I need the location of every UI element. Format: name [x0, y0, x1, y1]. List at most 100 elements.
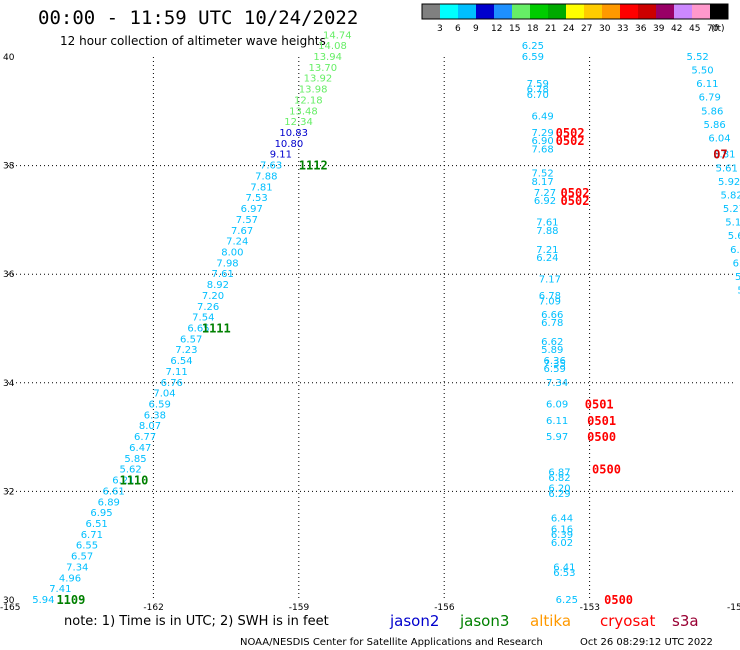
wave-height-label: 6.21	[112, 476, 134, 487]
wave-height-label: 6.82	[548, 473, 570, 484]
wave-height-label: 6.25	[522, 41, 544, 52]
wave-height-label: 6.61	[103, 486, 125, 497]
time-label: 1111	[202, 322, 231, 336]
colorbar-label: 39	[653, 24, 665, 34]
wave-height-label: 7.23	[175, 345, 197, 356]
wave-height-label: 6.90	[531, 136, 553, 147]
wave-height-label: 6.51	[86, 519, 108, 530]
wave-height-label: 7.04	[153, 389, 175, 400]
wave-height-label: 10.80	[275, 139, 304, 150]
wave-height-label: 7.67	[231, 226, 253, 237]
colorbar-swatch	[512, 4, 530, 19]
wave-height-label: 7.68	[531, 144, 553, 155]
wave-height-label: 7.52	[531, 169, 553, 180]
wave-height-label: 6.29	[548, 489, 570, 500]
colorbar-swatch	[710, 4, 728, 19]
time-labels: 1109111011111112050205020502050205010501…	[56, 126, 727, 607]
axes: 30 32 34 36 38 40 -165 -162 -159 -156 -153 -150	[0, 53, 740, 613]
footer-timestamp: Oct 26 08:29:12 UTC 2022	[580, 637, 713, 648]
time-label: 0500	[587, 430, 616, 444]
wave-height-label: 14.74	[323, 30, 352, 41]
satellite-legend-altika: altika	[530, 612, 571, 630]
wave-height-label: 7.35	[544, 359, 566, 370]
wave-height-label: 6.70	[527, 90, 549, 101]
footer-credit: NOAA/NESDIS Center for Satellite Applica…	[240, 637, 543, 648]
colorbar: 3 6 9 12 15 18 21 24 27 30 33 36 39 42 45 70(ft)	[421, 3, 729, 34]
colorbar-label: 42	[671, 24, 682, 34]
wave-height-label: 6.16	[551, 524, 573, 535]
wave-height-label: 6.36	[544, 356, 566, 367]
wave-height-label: 6.38	[144, 410, 166, 421]
wave-height-label: 5.86	[703, 120, 725, 131]
wave-height-label: 7.98	[216, 258, 238, 269]
y-tick-label: 36	[3, 270, 15, 280]
grid	[8, 57, 735, 600]
colorbar-label: 33	[617, 24, 628, 34]
wave-height-label: 6.79	[699, 93, 721, 104]
wave-height-label: 7.81	[250, 182, 272, 193]
wave-height-label: 7.63	[260, 161, 282, 172]
satellite-legend-s3a: s3a	[672, 612, 699, 630]
colorbar-label: 15	[509, 24, 520, 34]
colorbar-label: 30	[599, 24, 611, 34]
x-tick-label: -165	[0, 603, 20, 613]
y-tick-label: 40	[3, 53, 15, 63]
wave-height-label: 5.27	[723, 204, 740, 215]
wave-height-label: 13.98	[299, 85, 328, 96]
wave-height-label: 5.97	[546, 432, 568, 443]
wave-height-label: 7.29	[531, 128, 553, 139]
wave-height-label: 5.81	[713, 150, 735, 161]
wave-height-label: 7.17	[539, 275, 561, 286]
wave-height-label: 6.92	[534, 196, 556, 207]
wave-height-label: 7.54	[192, 313, 214, 324]
time-label: 1109	[56, 593, 85, 607]
wave-height-label: 6.53	[553, 568, 575, 579]
chart-subtitle: 12 hour collection of altimeter wave hei…	[60, 34, 326, 48]
wave-height-label: 6.78	[541, 318, 563, 329]
colorbar-label: 70	[707, 24, 719, 34]
colorbar-swatch	[476, 4, 494, 19]
satellite-legend-jason3: jason3	[459, 612, 509, 630]
wave-height-label: 6.59	[149, 400, 171, 411]
wave-height-label: 10.83	[279, 128, 308, 139]
wave-height-label: 12.34	[284, 117, 313, 128]
colorbar-swatch	[530, 4, 548, 19]
wave-height-label: 9.11	[270, 150, 292, 161]
wave-height-label: 7.26	[197, 302, 219, 313]
wave-height-label: 7.21	[536, 245, 558, 256]
wave-height-label: 6.44	[551, 514, 573, 525]
wave-height-label: 6.59	[544, 364, 566, 375]
colorbar-swatch	[602, 4, 620, 19]
x-tick-label: -159	[289, 603, 310, 613]
colorbar-unit: (ft)	[711, 24, 725, 34]
colorbar-label: 45	[689, 24, 700, 34]
wave-height-label: 7.59	[527, 79, 549, 90]
wave-height-label: 6.89	[98, 497, 120, 508]
wave-height-label: 5.18	[725, 218, 740, 229]
wave-height-label: 5.85	[124, 454, 146, 465]
wave-height-label: 6.49	[531, 112, 553, 123]
colorbar-swatch	[656, 4, 674, 19]
wave-height-label: 7.11	[166, 367, 188, 378]
wave-height-label: 6.41	[553, 562, 575, 573]
colorbar-swatch	[584, 4, 602, 19]
wave-height-label: 8.92	[207, 280, 229, 291]
wave-height-label: 4.96	[59, 573, 81, 584]
wave-height-label: 6.57	[71, 552, 93, 563]
x-tick-label: -162	[143, 603, 163, 613]
wave-height-label: 6.04	[708, 133, 730, 144]
wave-height-label: 6.55	[76, 541, 98, 552]
colorbar-swatch	[692, 4, 710, 19]
colorbar-label: 18	[527, 24, 539, 34]
wave-height-label: 5.89	[541, 345, 563, 356]
time-label: 0502	[561, 194, 590, 208]
data-points: 5.947.414.967.346.576.556.716.516.956.89…	[32, 30, 740, 606]
chart-title: 00:00 - 11:59 UTC 10/24/2022	[38, 7, 358, 29]
wave-height-label: 6.47	[129, 443, 151, 454]
time-label: 0500	[604, 593, 633, 607]
wave-height-label: 5.86	[701, 106, 723, 117]
wave-height-label: 6.23	[733, 258, 740, 269]
wave-height-label: 6.11	[546, 416, 568, 427]
colorbar-swatch	[548, 4, 566, 19]
wave-height-label: 7.57	[236, 215, 258, 226]
